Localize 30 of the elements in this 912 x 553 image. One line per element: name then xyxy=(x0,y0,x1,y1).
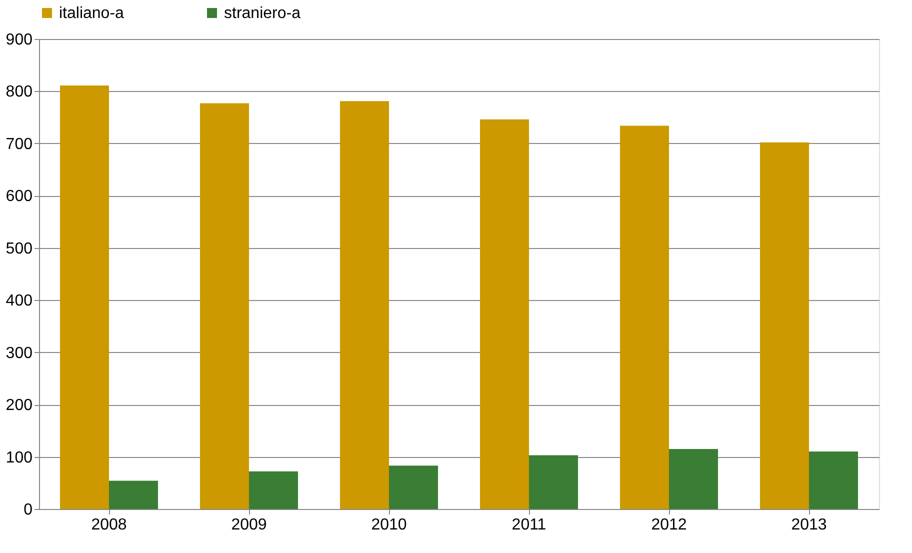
bar xyxy=(480,119,529,509)
bar xyxy=(620,126,669,509)
bar xyxy=(760,142,809,509)
bar xyxy=(529,455,578,509)
y-tick-label: 600 xyxy=(6,188,33,206)
x-tick-label: 2009 xyxy=(231,516,267,534)
x-tick-label: 2011 xyxy=(512,516,546,534)
y-tick-label: 300 xyxy=(6,344,33,362)
y-tick-label: 100 xyxy=(6,449,33,466)
bar xyxy=(669,448,718,509)
y-tick-label: 800 xyxy=(6,84,33,101)
bar xyxy=(60,85,109,509)
y-tick-label: 900 xyxy=(6,32,33,48)
x-tick-label: 2008 xyxy=(91,516,127,534)
bar xyxy=(249,471,298,509)
x-tick-label: 2013 xyxy=(791,516,827,534)
y-tick-label: 700 xyxy=(6,136,33,153)
bar xyxy=(200,103,249,509)
bar xyxy=(389,466,438,509)
x-tick-label: 2010 xyxy=(371,516,407,534)
y-tick-label: 500 xyxy=(6,240,33,258)
x-tick-label: 2012 xyxy=(651,516,687,534)
legend-label: straniero-a xyxy=(224,5,301,22)
y-tick-label: 400 xyxy=(6,292,33,310)
y-tick-label: 0 xyxy=(24,502,33,518)
bar xyxy=(109,480,158,509)
legend-label: italiano-a xyxy=(59,5,124,22)
bar xyxy=(809,452,858,509)
bar xyxy=(340,101,389,509)
y-tick-label: 200 xyxy=(6,397,33,414)
